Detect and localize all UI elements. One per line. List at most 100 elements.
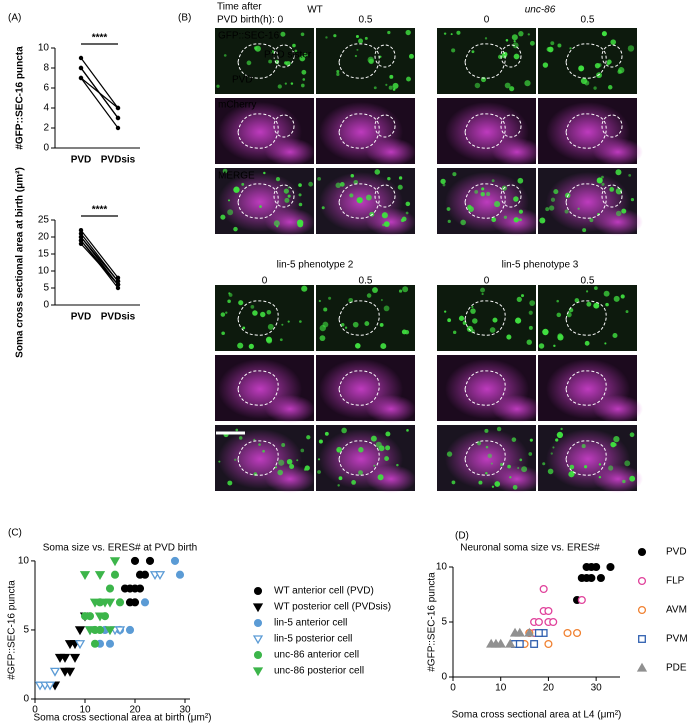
y-tick-label: 0 <box>23 694 29 705</box>
puncta <box>300 83 305 88</box>
puncta <box>336 446 343 453</box>
puncta <box>354 54 358 58</box>
puncta <box>491 217 497 223</box>
puncta <box>265 336 272 343</box>
puncta <box>322 321 329 328</box>
puncta <box>248 343 254 350</box>
puncta <box>589 218 594 223</box>
puncta <box>468 206 474 212</box>
x-tick-label: 30 <box>179 705 191 716</box>
puncta <box>301 285 308 292</box>
puncta <box>281 323 284 326</box>
puncta <box>485 472 488 475</box>
puncta <box>546 47 552 52</box>
puncta <box>405 211 409 215</box>
puncta <box>318 439 323 444</box>
puncta <box>462 321 467 325</box>
time-point: 0.5 <box>581 276 595 287</box>
paired-line <box>80 67 119 119</box>
puncta <box>521 466 528 473</box>
puncta <box>446 451 453 457</box>
puncta <box>398 289 403 293</box>
x-tick-label: 10 <box>79 705 91 716</box>
puncta <box>484 37 488 40</box>
paired-point <box>115 105 121 111</box>
puncta <box>596 177 603 184</box>
legend-marker <box>637 547 647 557</box>
puncta <box>296 219 304 226</box>
paired-point <box>115 115 121 121</box>
puncta <box>538 343 545 349</box>
puncta <box>237 342 244 349</box>
time-point: 0 <box>484 15 490 26</box>
puncta <box>387 176 391 181</box>
x-tick-label: 30 <box>591 683 603 694</box>
puncta <box>452 330 457 335</box>
cell-outline <box>338 183 380 219</box>
puncta <box>615 210 622 217</box>
puncta <box>299 55 306 62</box>
puncta <box>569 464 575 470</box>
puncta <box>233 186 240 193</box>
puncta <box>389 74 394 79</box>
puncta <box>526 339 532 345</box>
puncta <box>233 226 238 232</box>
puncta <box>279 338 283 342</box>
scatter-point <box>587 562 596 572</box>
puncta <box>396 463 399 467</box>
mcherry-signal <box>366 138 416 166</box>
y-axis-label: #GFP::SEC-16 puncta <box>7 580 18 680</box>
cell-outline <box>500 114 522 138</box>
scatter-point <box>582 573 591 583</box>
paired-point <box>78 55 84 61</box>
x-tick-label: 0 <box>32 705 38 716</box>
mcherry-signal <box>366 208 416 236</box>
y-tick-label: 25 <box>38 215 50 226</box>
legend-label: FLP <box>666 576 685 587</box>
puncta <box>408 53 414 59</box>
puncta <box>258 443 261 446</box>
puncta <box>517 177 524 184</box>
cell-outline <box>374 114 396 138</box>
puncta <box>470 308 476 314</box>
significance: **** <box>92 33 108 44</box>
scatter-point <box>505 638 516 648</box>
y-tick-label: 0 <box>43 143 49 154</box>
y-tick-label: 5 <box>441 617 447 628</box>
puncta <box>564 209 569 214</box>
puncta <box>583 465 588 469</box>
puncta <box>400 218 405 223</box>
cell-outline <box>565 43 607 79</box>
puncta <box>304 465 310 471</box>
puncta <box>367 56 374 64</box>
puncta <box>503 215 508 219</box>
puncta <box>471 305 474 309</box>
puncta <box>325 36 328 39</box>
y-tick-label: 10 <box>18 556 30 567</box>
scatter-point <box>573 628 582 638</box>
puncta <box>629 432 635 438</box>
puncta <box>298 202 303 207</box>
scatter-point <box>154 571 166 581</box>
puncta <box>574 298 580 303</box>
chart-title: Soma size vs. ERES# at PVD birth <box>43 543 198 554</box>
puncta <box>509 86 515 92</box>
puncta <box>598 463 602 466</box>
puncta <box>350 173 355 178</box>
puncta <box>520 294 525 298</box>
cell-outline <box>500 44 522 68</box>
puncta <box>608 465 614 471</box>
puncta <box>586 301 592 307</box>
x-tick-label: PVDsis <box>101 155 136 166</box>
puncta <box>290 82 294 85</box>
puncta <box>452 172 457 177</box>
scatter-point <box>79 571 91 581</box>
significance: **** <box>92 205 108 216</box>
puncta <box>621 208 627 214</box>
cell-outline <box>601 114 623 138</box>
puncta <box>603 290 610 297</box>
legend-marker <box>253 650 263 660</box>
puncta <box>222 168 228 174</box>
puncta <box>504 82 511 89</box>
scatter-point <box>125 625 135 635</box>
